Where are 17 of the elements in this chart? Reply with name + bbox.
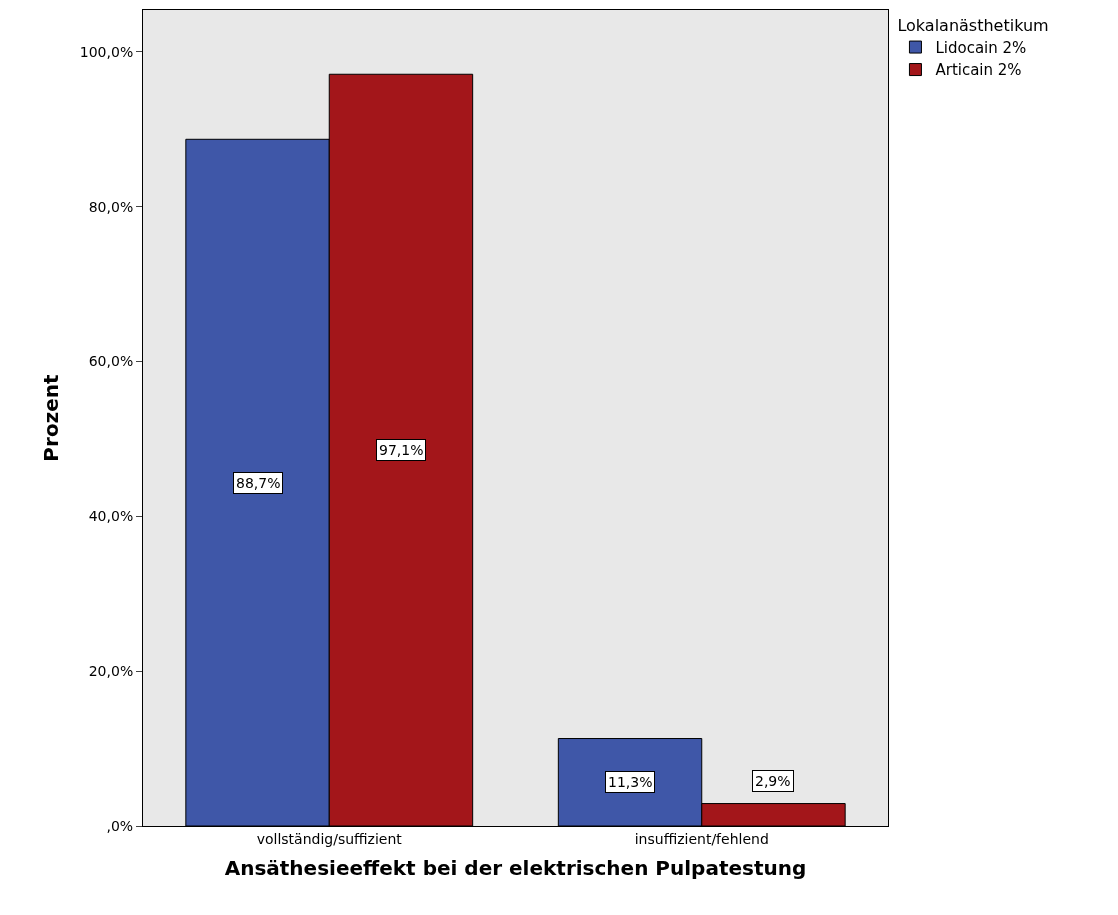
data-label: 88,7%: [236, 475, 281, 491]
y-tick-label: ,0%: [106, 817, 134, 834]
x-tick-label: vollständig/suffizient: [256, 830, 403, 847]
y-tick-label: 60,0%: [88, 353, 134, 370]
legend-title: Lokalanästhetikum: [897, 15, 1049, 35]
y-tick-label: 20,0%: [88, 663, 134, 680]
y-tick-label: 40,0%: [88, 508, 134, 525]
x-tick-label: insuffizient/fehlend: [634, 830, 769, 847]
data-label: 2,9%: [755, 773, 791, 789]
y-axis-title: Prozent: [39, 373, 64, 462]
y-tick-label: 80,0%: [88, 198, 134, 215]
data-label: 97,1%: [379, 442, 424, 458]
y-tick-label: 100,0%: [79, 43, 134, 60]
data-label: 11,3%: [608, 774, 653, 790]
legend-label: Lidocain 2%: [935, 38, 1027, 57]
x-axis-title: Ansäthesieeffekt bei der elektrischen Pulpatestung: [224, 856, 807, 881]
legend-label: Articain 2%: [935, 61, 1022, 80]
